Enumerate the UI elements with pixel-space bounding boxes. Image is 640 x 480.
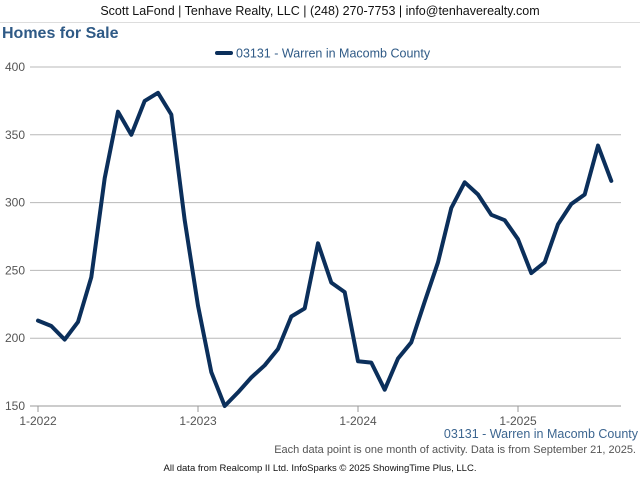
y-tick-label: 400 [5,60,25,74]
plot-area [30,67,621,406]
x-tick-label: 1-2023 [179,414,217,428]
series-line [36,90,614,408]
y-tick-label: 250 [5,263,25,277]
data-credit: All data from Realcomp II Ltd. InfoSpark… [163,463,477,474]
footer-series-label: 03131 - Warren in Macomb County [443,427,638,441]
y-tick-label: 350 [5,128,25,142]
y-tick-label: 200 [5,331,25,345]
x-tick-label: 1-2022 [19,414,57,428]
legend-label: 03131 - Warren in Macomb County [236,47,431,61]
y-tick-label: 150 [5,399,25,413]
chart-title: Homes for Sale [2,25,119,42]
y-tick-label: 300 [5,196,25,210]
data-note: Each data point is one month of activity… [274,444,636,456]
x-tick-label: 1-2024 [339,414,377,428]
x-tick-label: 1-2025 [499,414,537,428]
contact-header: Scott LaFond | Tenhave Realty, LLC | (24… [0,0,640,23]
